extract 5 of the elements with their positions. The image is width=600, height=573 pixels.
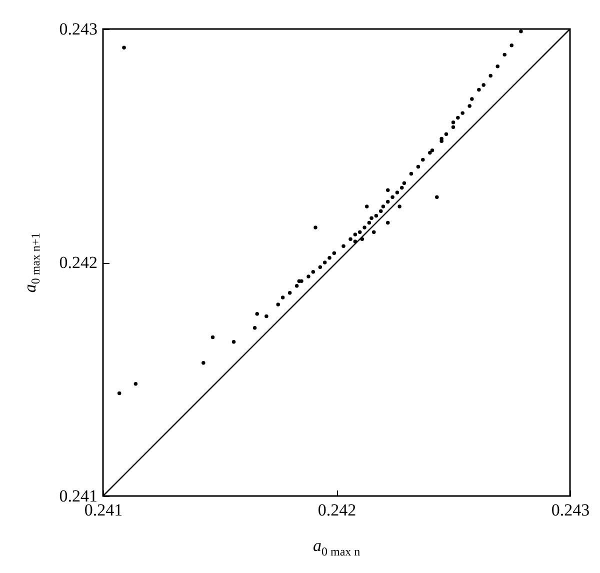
x-tick-label: 0.243 bbox=[551, 500, 590, 520]
y-tick-label: 0.242 bbox=[59, 253, 98, 272]
y-tick-label: 0.243 bbox=[59, 20, 98, 38]
x-axis-title: a$_{0 max n}$ bbox=[313, 536, 360, 560]
x-tick-label: 0.242 bbox=[318, 500, 356, 520]
